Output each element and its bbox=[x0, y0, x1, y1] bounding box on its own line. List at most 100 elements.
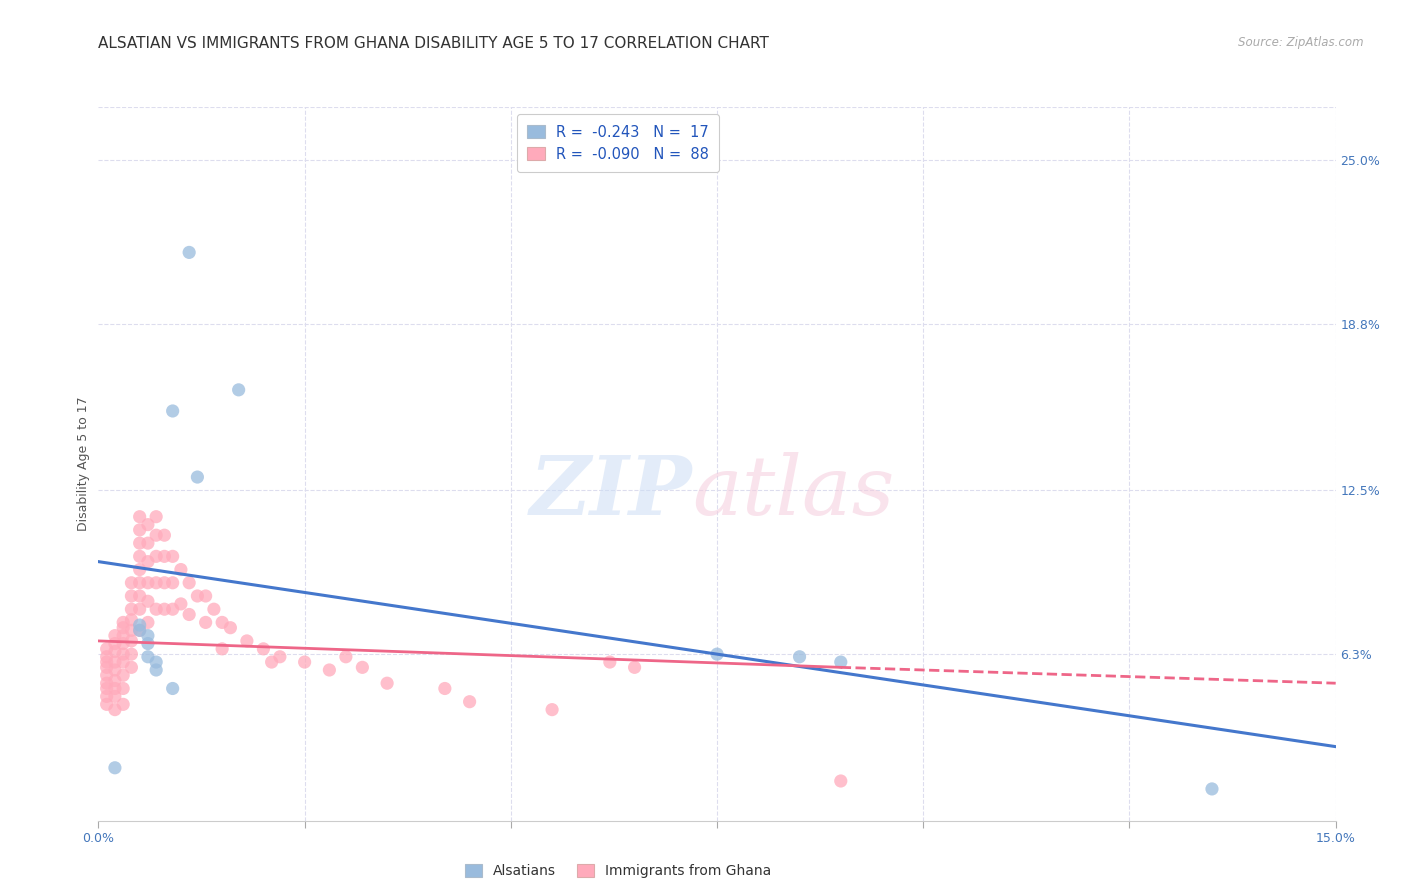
Point bbox=[136, 555, 159, 569]
Point bbox=[541, 703, 564, 717]
Point bbox=[170, 597, 193, 611]
Point bbox=[136, 536, 159, 550]
Point bbox=[145, 575, 167, 590]
Point bbox=[96, 660, 118, 674]
Point bbox=[136, 615, 159, 630]
Point bbox=[153, 528, 176, 542]
Point bbox=[789, 649, 811, 664]
Point bbox=[128, 602, 150, 616]
Point bbox=[458, 695, 481, 709]
Point bbox=[120, 634, 142, 648]
Point bbox=[194, 615, 217, 630]
Point bbox=[128, 624, 150, 638]
Point bbox=[145, 549, 167, 564]
Point bbox=[104, 673, 127, 688]
Legend: Alsatians, Immigrants from Ghana: Alsatians, Immigrants from Ghana bbox=[458, 857, 778, 885]
Text: Source: ZipAtlas.com: Source: ZipAtlas.com bbox=[1239, 36, 1364, 49]
Point bbox=[162, 575, 184, 590]
Point bbox=[104, 655, 127, 669]
Point bbox=[120, 613, 142, 627]
Point bbox=[112, 698, 135, 712]
Point bbox=[211, 615, 233, 630]
Point bbox=[186, 589, 208, 603]
Point bbox=[1201, 781, 1223, 796]
Point bbox=[260, 655, 283, 669]
Point bbox=[128, 509, 150, 524]
Point bbox=[352, 660, 374, 674]
Point bbox=[136, 594, 159, 608]
Point bbox=[104, 629, 127, 643]
Point bbox=[145, 509, 167, 524]
Point bbox=[433, 681, 456, 696]
Point bbox=[202, 602, 225, 616]
Point bbox=[136, 649, 159, 664]
Point bbox=[153, 549, 176, 564]
Point bbox=[104, 761, 127, 775]
Point bbox=[96, 690, 118, 704]
Point bbox=[623, 660, 645, 674]
Point bbox=[179, 245, 201, 260]
Point bbox=[104, 663, 127, 677]
Point bbox=[120, 589, 142, 603]
Text: atlas: atlas bbox=[692, 452, 894, 533]
Point bbox=[128, 624, 150, 638]
Point bbox=[128, 589, 150, 603]
Point bbox=[252, 641, 274, 656]
Text: ALSATIAN VS IMMIGRANTS FROM GHANA DISABILITY AGE 5 TO 17 CORRELATION CHART: ALSATIAN VS IMMIGRANTS FROM GHANA DISABI… bbox=[98, 36, 769, 51]
Point bbox=[104, 690, 127, 704]
Point bbox=[162, 404, 184, 418]
Point bbox=[599, 655, 621, 669]
Point bbox=[162, 681, 184, 696]
Point bbox=[128, 575, 150, 590]
Point bbox=[112, 629, 135, 643]
Point bbox=[96, 681, 118, 696]
Point bbox=[112, 647, 135, 661]
Point bbox=[112, 615, 135, 630]
Point bbox=[96, 698, 118, 712]
Point bbox=[162, 602, 184, 616]
Point bbox=[830, 774, 852, 789]
Point bbox=[186, 470, 208, 484]
Point bbox=[136, 629, 159, 643]
Point bbox=[194, 589, 217, 603]
Point bbox=[269, 649, 291, 664]
Point bbox=[706, 647, 728, 661]
Point bbox=[318, 663, 340, 677]
Point bbox=[96, 655, 118, 669]
Point bbox=[236, 634, 259, 648]
Point bbox=[96, 641, 118, 656]
Point bbox=[104, 681, 127, 696]
Point bbox=[120, 660, 142, 674]
Point bbox=[112, 636, 135, 650]
Point bbox=[162, 549, 184, 564]
Point bbox=[96, 668, 118, 682]
Point bbox=[211, 641, 233, 656]
Point bbox=[104, 703, 127, 717]
Point bbox=[128, 536, 150, 550]
Point bbox=[112, 655, 135, 669]
Point bbox=[104, 644, 127, 658]
Point bbox=[104, 636, 127, 650]
Point bbox=[179, 575, 201, 590]
Point bbox=[145, 655, 167, 669]
Point bbox=[120, 575, 142, 590]
Point bbox=[120, 624, 142, 638]
Point bbox=[170, 563, 193, 577]
Point bbox=[96, 649, 118, 664]
Point bbox=[112, 681, 135, 696]
Point bbox=[128, 549, 150, 564]
Point bbox=[228, 383, 250, 397]
Point bbox=[830, 655, 852, 669]
Text: ZIP: ZIP bbox=[530, 452, 692, 533]
Point bbox=[128, 618, 150, 632]
Point bbox=[136, 636, 159, 650]
Point bbox=[179, 607, 201, 622]
Point bbox=[136, 575, 159, 590]
Point bbox=[145, 602, 167, 616]
Point bbox=[294, 655, 316, 669]
Point bbox=[96, 676, 118, 690]
Point bbox=[145, 663, 167, 677]
Point bbox=[120, 647, 142, 661]
Point bbox=[153, 602, 176, 616]
Point bbox=[136, 517, 159, 532]
